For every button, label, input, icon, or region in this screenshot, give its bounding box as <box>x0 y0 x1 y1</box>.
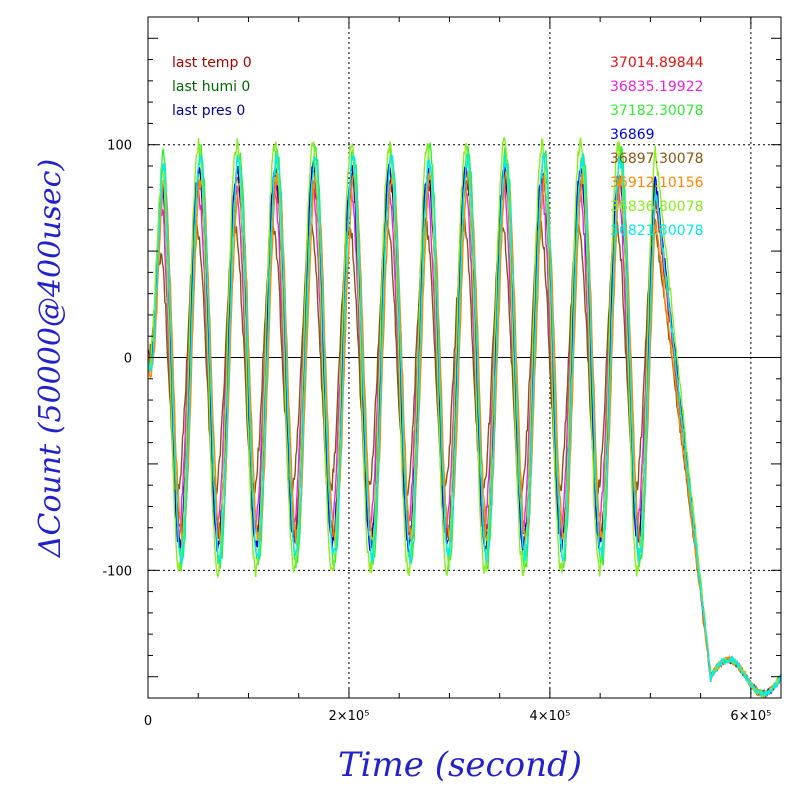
x-axis-title: Time (second) <box>338 745 582 785</box>
x-tick-label-3: 6×10⁵ <box>730 709 771 724</box>
legend-series-4: 36897.30078 <box>610 151 704 167</box>
grid <box>148 17 781 698</box>
legend-series-5: 36912.10156 <box>610 175 704 191</box>
legend-series-0: 37014.89844 <box>610 55 704 71</box>
x-tick-label-2: 4×10⁵ <box>529 709 570 724</box>
y-tick-label-1: 0 <box>124 352 132 367</box>
series-line-7 <box>148 152 781 698</box>
x-tick-label-0: 0 <box>144 714 152 729</box>
legend-left: last temp 0 last humi 0 last pres 0 <box>172 55 252 119</box>
series-line-5 <box>148 168 781 698</box>
series-group <box>148 137 781 698</box>
x-tick-label-1: 2×10⁵ <box>328 709 369 724</box>
legend-left-item: last humi 0 <box>172 79 250 95</box>
tick-labels: 0 2×10⁵ 4×10⁵ 6×10⁵ 100 0 -100 <box>102 139 771 729</box>
legend-right: 37014.89844 36835.19922 37182.30078 36869 36… <box>610 55 704 239</box>
legend-series-3: 36869 <box>610 127 655 143</box>
legend-left-item: last pres 0 <box>172 103 245 119</box>
axis-ticks <box>147 17 781 698</box>
legend-series-2: 37182.30078 <box>610 103 704 119</box>
legend-series-1: 36835.19922 <box>610 79 704 95</box>
legend-series-7: 36821.30078 <box>610 223 704 239</box>
legend-left-item: last temp 0 <box>172 55 252 71</box>
y-tick-label-0: 100 <box>107 139 132 154</box>
y-axis-title: ΔCount (50000@400usec) <box>33 159 68 558</box>
legend-series-6: 36836.80078 <box>610 199 704 215</box>
series-line-6 <box>148 137 781 698</box>
y-tick-label-2: -100 <box>102 564 132 579</box>
